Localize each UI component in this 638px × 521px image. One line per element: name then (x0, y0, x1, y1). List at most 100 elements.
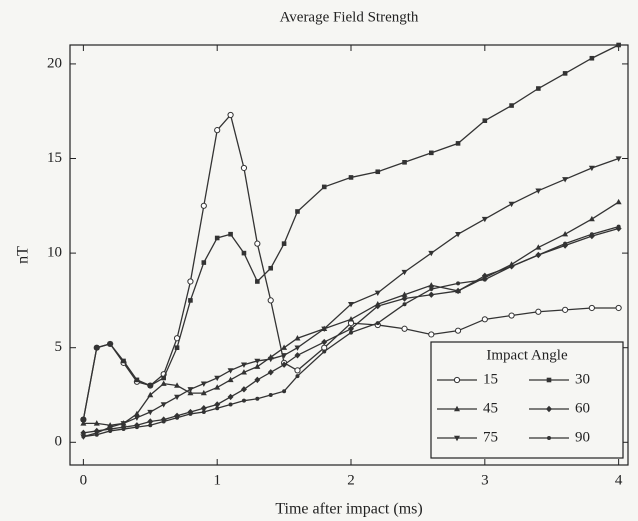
marker (160, 402, 167, 408)
marker (508, 201, 515, 208)
plot-frame (69, 44, 629, 466)
marker (121, 427, 126, 432)
marker (254, 240, 261, 247)
marker (321, 338, 328, 346)
marker (562, 71, 568, 76)
marker (428, 282, 435, 288)
marker (402, 302, 407, 307)
marker (107, 341, 113, 347)
marker (281, 241, 287, 246)
marker (187, 387, 194, 393)
marker (254, 363, 261, 369)
marker (321, 184, 327, 190)
marker (161, 375, 166, 381)
marker (481, 316, 488, 323)
x-axis-label: Time after impact (ms) (275, 501, 422, 518)
marker (255, 396, 260, 401)
marker (107, 424, 114, 431)
marker (401, 291, 408, 297)
legend-label: 75 (483, 429, 498, 445)
marker (147, 409, 154, 416)
marker (615, 304, 622, 312)
marker (454, 435, 460, 442)
marker (509, 103, 514, 108)
marker (93, 420, 100, 426)
marker (281, 361, 288, 368)
marker (294, 352, 301, 359)
marker (134, 377, 140, 383)
marker (454, 405, 460, 412)
marker (348, 301, 355, 308)
marker (94, 345, 100, 351)
x-tick-label: 2 (347, 472, 355, 488)
marker (201, 260, 207, 265)
marker (227, 111, 234, 119)
marker (268, 265, 274, 271)
marker (482, 277, 487, 282)
marker (321, 326, 328, 332)
marker (563, 241, 568, 246)
marker (482, 118, 488, 123)
marker (589, 55, 595, 61)
marker (429, 287, 434, 292)
x-tick-label: 3 (481, 472, 489, 488)
marker (428, 291, 435, 298)
marker (161, 419, 166, 424)
marker (240, 369, 247, 375)
legend-box (430, 341, 624, 459)
marker (108, 428, 113, 433)
marker (81, 434, 86, 439)
y-tick-label: 15 (47, 150, 62, 166)
marker (147, 418, 154, 425)
marker (295, 374, 300, 379)
marker (508, 312, 515, 319)
marker (80, 420, 87, 426)
marker (188, 411, 193, 416)
marker (589, 232, 594, 237)
marker (454, 327, 462, 334)
marker (455, 231, 462, 238)
marker (254, 376, 261, 384)
marker (588, 215, 595, 222)
marker (187, 389, 194, 396)
marker (456, 281, 461, 286)
marker (240, 362, 247, 368)
marker (546, 377, 552, 383)
marker (200, 389, 207, 396)
marker (214, 375, 221, 382)
marker (294, 367, 301, 374)
marker (147, 391, 154, 398)
marker (215, 406, 220, 411)
marker (294, 335, 301, 341)
marker (241, 398, 246, 403)
marker (282, 389, 287, 394)
marker (295, 209, 300, 214)
marker (349, 330, 354, 335)
marker (148, 423, 153, 428)
marker (187, 278, 194, 285)
marker (481, 216, 488, 223)
y-axis-label: nT (15, 246, 32, 264)
legend-title: Impact Angle (486, 347, 568, 363)
marker (175, 415, 180, 420)
marker (267, 369, 274, 376)
marker (227, 368, 234, 374)
marker (267, 297, 274, 304)
marker (348, 175, 354, 180)
marker (615, 198, 622, 205)
marker (536, 253, 541, 257)
y-tick-label: 10 (47, 245, 62, 261)
marker (174, 382, 181, 388)
marker (588, 304, 595, 312)
y-tick-label: 5 (55, 339, 63, 355)
legend-label: 45 (483, 400, 498, 416)
chart-title: Average Field Strength (280, 9, 419, 25)
marker (455, 141, 461, 146)
marker (453, 376, 461, 384)
marker (348, 325, 355, 332)
marker (134, 425, 139, 430)
marker (281, 344, 288, 350)
legend-label: 30 (575, 371, 590, 387)
marker (588, 165, 595, 172)
